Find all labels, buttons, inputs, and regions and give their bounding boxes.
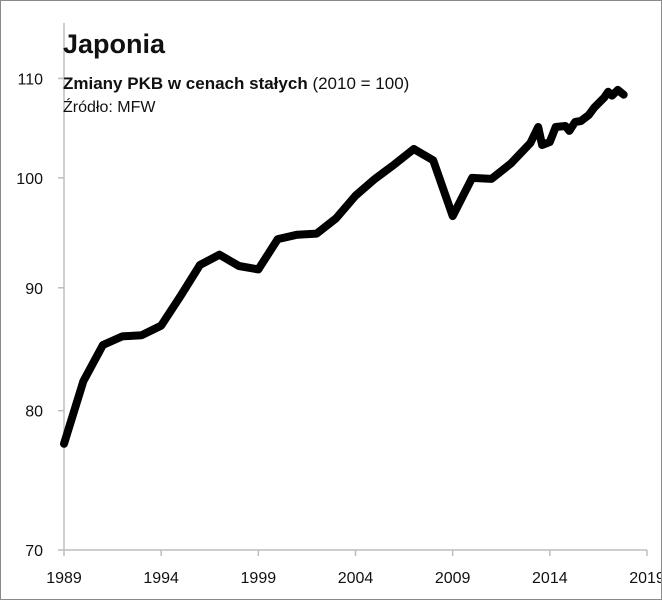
y-tick-label: 110 [17,71,43,88]
x-tick-label: 2004 [338,570,374,587]
x-tick-label: 1999 [241,570,277,587]
y-tick-label: 80 [25,404,43,421]
y-tick-label: 70 [25,543,43,560]
chart-source: Źródło: MFW [63,99,156,116]
x-tick-label: 1989 [46,570,82,587]
y-tick-label: 100 [16,171,43,188]
chart-title: Japonia [63,29,166,59]
x-tick-label: 2009 [435,570,471,587]
subtitle-normal: (2010 = 100) [312,74,410,93]
subtitle-bold: Zmiany PKB w cenach stałych [63,74,308,93]
x-tick-label: 1994 [143,570,179,587]
y-tick-label: 90 [25,281,43,298]
series-line-japonia [60,85,628,448]
chart-subtitle: Zmiany PKB w cenach stałych (2010 = 100) [63,74,409,94]
x-tick-label: 2014 [532,570,568,587]
x-tick-label: 2019 [629,570,661,587]
